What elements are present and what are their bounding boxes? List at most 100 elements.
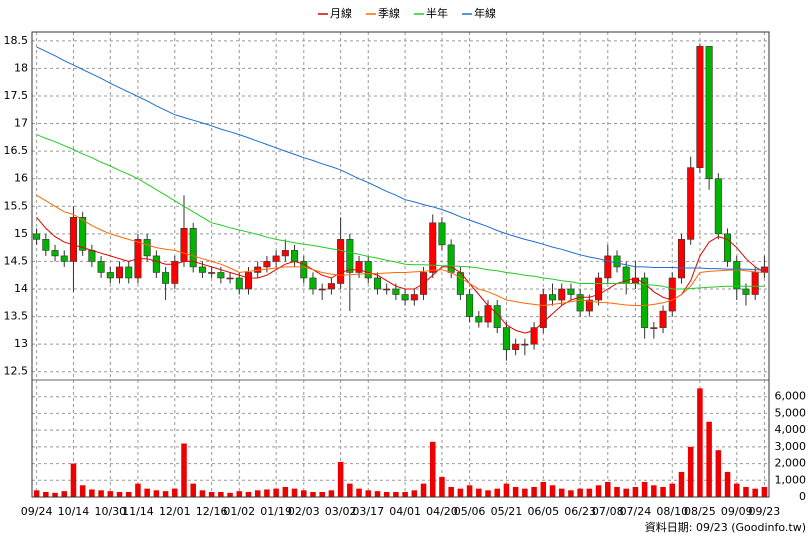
volume-bar [687, 446, 694, 497]
volume-bar [208, 491, 215, 497]
candle-body [392, 288, 400, 295]
volume-bar [623, 488, 629, 497]
volume-bar [614, 486, 620, 497]
candle-body [539, 294, 547, 328]
candle-body [162, 272, 170, 284]
candle-body [576, 294, 584, 312]
candle-body [33, 233, 41, 240]
candle-body [189, 228, 197, 268]
volume-bar [116, 491, 123, 497]
volume-bar [328, 490, 335, 497]
volume-bar [162, 491, 169, 497]
ma-line [36, 194, 765, 307]
volume-bar [522, 488, 528, 497]
x-tick-label: 09/24 [21, 505, 53, 518]
x-tick-label: 05/21 [491, 505, 523, 518]
volume-bar [697, 388, 703, 497]
y-tick-label: 14.5 [4, 254, 29, 267]
candle-body [466, 294, 474, 317]
volume-tick-label: 6,000 [775, 390, 807, 403]
y-tick-label: 15 [14, 227, 28, 240]
volume-bar [70, 463, 77, 497]
volume-bar [706, 421, 712, 497]
candle-body [429, 222, 437, 273]
candle-body [180, 228, 188, 262]
volume-bar [660, 486, 666, 497]
volume-bar [33, 490, 40, 497]
volume-bar [512, 486, 519, 497]
volume-bar [43, 491, 49, 497]
volume-bar [153, 490, 160, 497]
candle-body [346, 239, 354, 273]
y-tick-label: 13 [14, 337, 28, 350]
candle-body [696, 46, 704, 168]
candle-body [60, 255, 68, 262]
volume-bar [181, 443, 187, 497]
plot-frame [31, 31, 770, 498]
y-tick-label: 14 [14, 282, 28, 295]
candle-body [244, 272, 253, 290]
candle-body [300, 261, 308, 279]
volume-bar [531, 486, 537, 497]
x-tick-label: 07/08 [592, 505, 624, 518]
x-tick-label: 01/19 [260, 505, 292, 518]
volume-bar [485, 490, 491, 497]
candle-body [337, 239, 345, 284]
candle-body [668, 277, 676, 312]
candle-body [115, 266, 124, 279]
volume-bar [254, 490, 261, 497]
candle-body [595, 277, 603, 301]
ma-line [36, 134, 765, 290]
volume-bar [291, 488, 298, 497]
x-tick-label: 09/09 [721, 505, 753, 518]
volume-bar [715, 450, 722, 497]
volume-bar [144, 488, 150, 497]
volume-bar [420, 483, 427, 497]
candle-body [309, 277, 317, 290]
x-tick-label: 08/10 [656, 505, 688, 518]
volume-bar [245, 491, 252, 497]
candle-body [125, 266, 133, 279]
volume-bar [494, 488, 500, 497]
y-tick-label: 16 [14, 172, 28, 185]
volume-bar [439, 476, 445, 497]
x-tick-label: 09/23 [749, 505, 781, 518]
volume-bar [448, 486, 454, 497]
volume-bar [190, 483, 196, 497]
candle-body [613, 255, 621, 268]
candle-body [604, 255, 612, 279]
volume-bar [125, 491, 132, 497]
volume-bar [743, 486, 749, 497]
candle-body [521, 343, 529, 346]
candle-body [235, 277, 243, 290]
volume-bar [632, 486, 639, 497]
candle-body [724, 233, 732, 262]
x-tick-label: 12/16 [196, 505, 228, 518]
candle-body [226, 277, 234, 280]
candle-body [208, 272, 216, 274]
volume-bar [595, 485, 602, 497]
legend-label: 月線 [330, 6, 352, 20]
candle-body [364, 261, 372, 279]
ma-line [36, 46, 765, 271]
candle-body [272, 255, 280, 262]
volume-bar [429, 441, 436, 497]
volume-bar [236, 491, 243, 497]
volume-bar [61, 491, 68, 497]
candle-body [51, 250, 59, 257]
volume-bar [337, 461, 344, 497]
candle-body [641, 277, 649, 328]
x-tick-label: 04/01 [389, 505, 421, 518]
legend-label: 年線 [474, 6, 496, 20]
volume-bar [549, 485, 556, 497]
candle-body [281, 250, 289, 257]
volume-bar [218, 491, 224, 497]
candle-body [198, 266, 206, 273]
volume-tick-label: 5,000 [775, 406, 807, 419]
candle-body [705, 46, 713, 180]
volume-bar [374, 491, 381, 497]
volume-bar [669, 483, 676, 497]
candle-body [152, 255, 160, 273]
candle-body [373, 277, 381, 290]
candle-body [438, 222, 446, 246]
